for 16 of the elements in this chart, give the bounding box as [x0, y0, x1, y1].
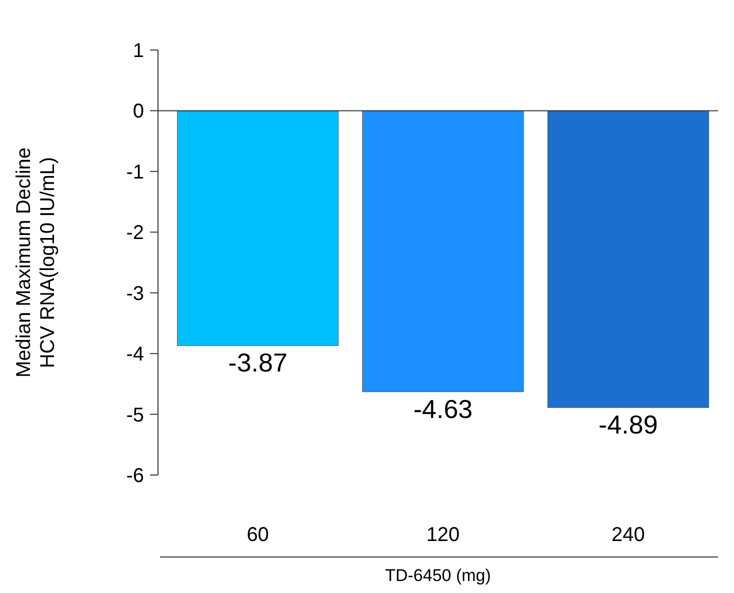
y-tick-label: -4 — [126, 344, 144, 366]
x-axis-title: TD-6450 (mg) — [385, 566, 491, 585]
x-tick-label: 120 — [426, 524, 460, 546]
y-tick-label: -1 — [126, 161, 144, 184]
y-tick-label: 1 — [132, 40, 144, 62]
y-tick-label: -5 — [126, 404, 144, 426]
y-axis-title: Median Maximum Decline HCV RNA(log10 IU/mL) — [13, 147, 59, 378]
data-label: -4.63 — [413, 394, 473, 424]
y-tick-label: 0 — [132, 100, 144, 123]
y-tick-label: -6 — [126, 465, 144, 487]
x-tick-label: 240 — [612, 524, 645, 546]
y-tick-label: -3 — [126, 282, 144, 305]
data-label: -3.87 — [228, 348, 288, 378]
data-label: -4.89 — [598, 410, 658, 440]
x-tick-label: 60 — [246, 524, 269, 546]
y-tick-label: -2 — [126, 222, 144, 244]
